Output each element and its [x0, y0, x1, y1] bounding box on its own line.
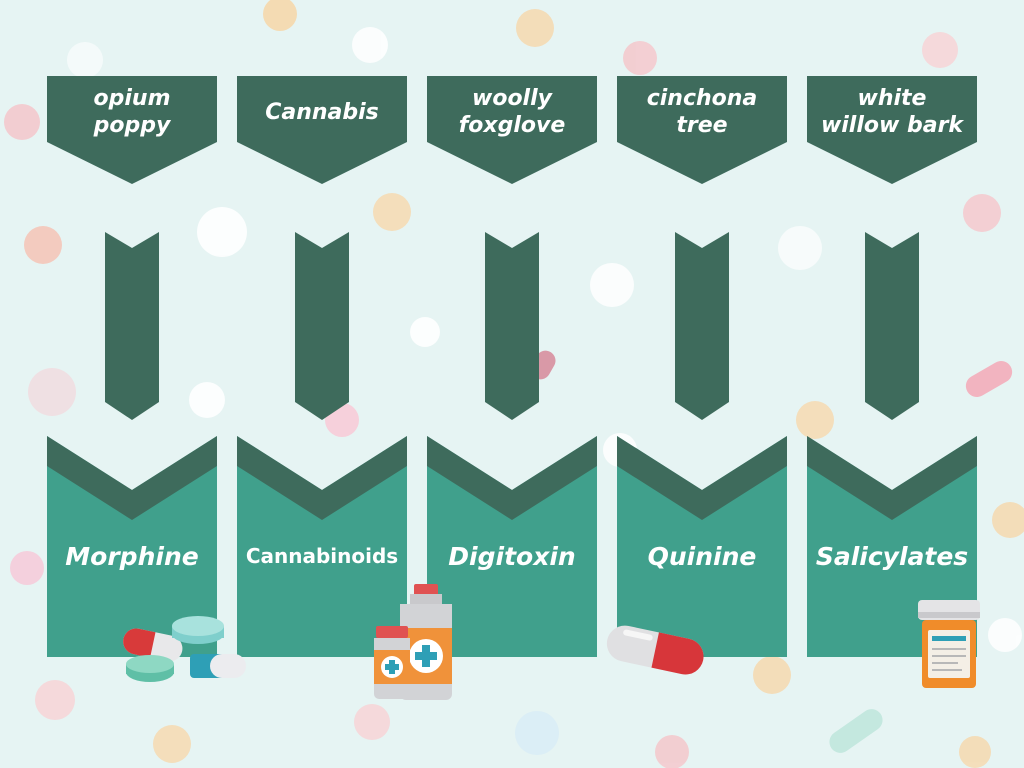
drug-label: Quinine	[647, 541, 757, 571]
plant-banner	[427, 76, 597, 184]
drug-box-chevron	[807, 436, 977, 520]
connector-arrow	[295, 232, 349, 420]
drug-label: Digitoxin	[448, 541, 576, 571]
column-2: Cannabis Cannabinoids	[237, 0, 407, 768]
column-5: white willow bark Salicylates	[807, 0, 977, 768]
column-1: opium poppy Morphine	[47, 0, 217, 768]
connector-arrow	[675, 232, 729, 420]
plant-label: woolly foxglove	[458, 86, 566, 138]
connector-arrow	[865, 232, 919, 420]
drug-label: Morphine	[65, 541, 199, 571]
plant-label: white willow bark	[820, 86, 964, 138]
drug-label: Cannabinoids	[245, 544, 399, 568]
column-3: woolly foxglove Digitoxin	[427, 0, 597, 768]
plant-banner	[237, 76, 407, 184]
plant-banner	[807, 76, 977, 184]
drug-box-chevron	[617, 436, 787, 520]
column-4: cinchona tree Quinine	[617, 0, 787, 768]
drug-label: Salicylates	[815, 541, 969, 571]
plant-label: opium poppy	[93, 86, 171, 138]
prescription-bottle-icon	[918, 600, 980, 688]
pills-icon	[123, 616, 246, 682]
plant-banner	[47, 76, 217, 184]
plant-label: cinchona tree	[646, 86, 758, 138]
drug-box-chevron	[47, 436, 217, 520]
capsule-icon	[606, 625, 704, 675]
drug-box-chevron	[237, 436, 407, 520]
connector-arrow	[105, 232, 159, 420]
plant-banner	[617, 76, 787, 184]
medicine-bottles-icon	[374, 584, 452, 700]
drug-box-chevron	[427, 436, 597, 520]
connector-arrow	[485, 232, 539, 420]
plant-label: Cannabis	[265, 99, 379, 125]
